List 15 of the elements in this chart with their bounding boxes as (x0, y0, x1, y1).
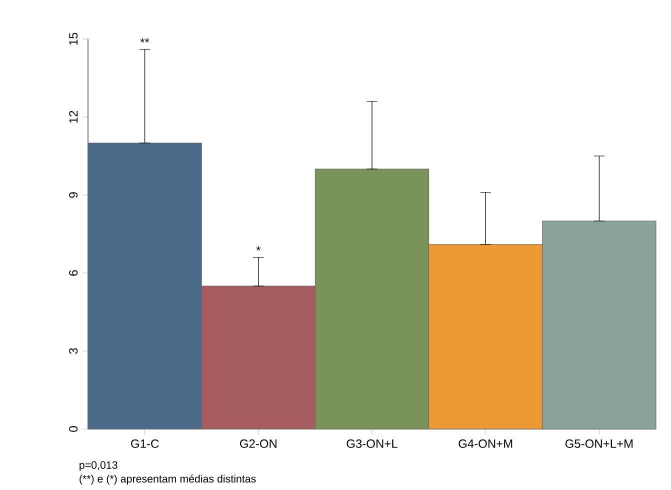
y-tick-label: 3 (69, 348, 78, 354)
x-tick-label: G4-ON+M (458, 439, 512, 448)
y-tick-label: 6 (69, 270, 78, 276)
annotation: ** (140, 38, 150, 42)
y-tick-label: 9 (69, 192, 78, 198)
x-tick-label: G2-ON (240, 439, 276, 448)
text: (**) e (*) apresentam médias distintas (80, 474, 256, 485)
x-tick-label: G3-ON+L (346, 439, 398, 448)
x-tick-label: G5-ON+L+M (565, 439, 633, 448)
y-tick-label: 15 (69, 32, 78, 45)
text: p=0,013 (80, 461, 118, 471)
y-tick-label: 0 (69, 426, 78, 432)
annotation: * (256, 246, 261, 250)
x-tick-label: G1-C (131, 439, 159, 448)
y-tick-label: 12 (69, 110, 78, 123)
